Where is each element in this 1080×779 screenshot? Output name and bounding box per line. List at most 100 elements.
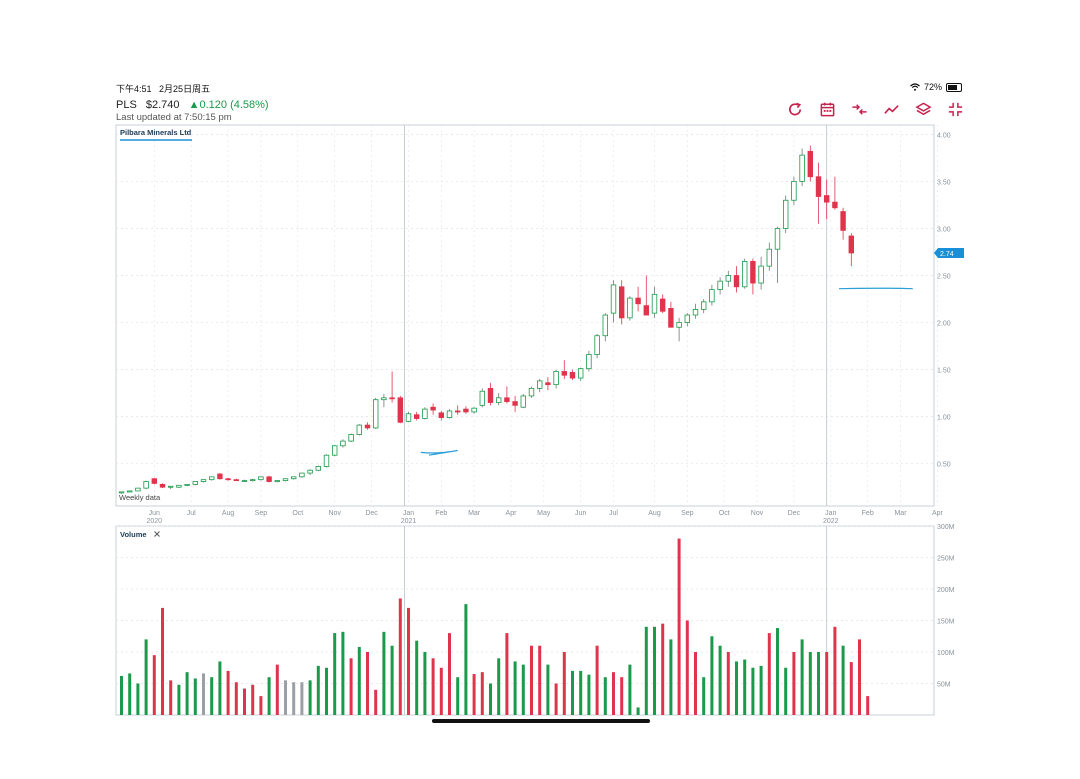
candle-body xyxy=(307,469,313,474)
candle-body xyxy=(750,261,756,284)
chart-title: Pilbara Minerals Ltd xyxy=(120,128,192,137)
volume-bar xyxy=(587,674,591,715)
candle-body xyxy=(651,293,658,314)
volume-bar xyxy=(316,665,320,715)
candle-body xyxy=(184,483,190,486)
last-price: $2.740 xyxy=(145,99,180,111)
volume-bar xyxy=(579,670,583,715)
status-right: 72% xyxy=(910,82,962,92)
candle-body xyxy=(135,487,141,492)
candle-body xyxy=(454,410,461,413)
x-tick-label: Jan xyxy=(403,510,414,517)
refresh-button[interactable] xyxy=(786,100,804,118)
volume-bar xyxy=(636,707,640,715)
volume-bar xyxy=(202,673,205,715)
volume-bar xyxy=(275,664,279,715)
volume-bar xyxy=(480,672,484,715)
layers-button[interactable] xyxy=(914,100,932,118)
candle-body xyxy=(643,305,649,316)
ticker-symbol: PLS xyxy=(116,99,137,111)
candle-body xyxy=(487,388,494,403)
volume-close-icon[interactable] xyxy=(154,531,160,537)
volume-bar xyxy=(333,633,337,715)
volume-tick-label: 100M xyxy=(937,650,955,657)
volume-bar xyxy=(185,672,189,715)
volume-bar xyxy=(759,665,763,715)
collapse-button[interactable] xyxy=(946,100,964,118)
candle-body xyxy=(118,491,125,494)
volume-bar xyxy=(325,667,328,715)
gridlines xyxy=(116,125,938,715)
chart-type-button[interactable] xyxy=(882,100,900,118)
candle-body xyxy=(774,228,781,250)
price-tick-label: 3.00 xyxy=(937,226,951,233)
volume-bar xyxy=(612,672,615,715)
year-label: 2021 xyxy=(401,518,417,525)
candle-body xyxy=(274,480,280,483)
candle-body xyxy=(627,297,633,319)
candle-body xyxy=(537,380,543,389)
x-tick-label: Jun xyxy=(575,510,586,517)
candle-body xyxy=(668,308,674,328)
candle-body xyxy=(504,397,510,402)
volume-bar xyxy=(644,626,648,715)
volume-bar xyxy=(735,661,738,715)
candle-body xyxy=(528,388,535,397)
volume-bar xyxy=(472,674,476,715)
candle-body xyxy=(848,235,854,254)
candle-body xyxy=(290,476,297,480)
volume-bar xyxy=(390,645,394,715)
volume-bar xyxy=(677,538,681,715)
volume-tick-label: 250M xyxy=(937,556,955,563)
volume-bar xyxy=(431,658,435,715)
volume-bar xyxy=(144,639,148,715)
candles xyxy=(118,145,854,494)
candle-body xyxy=(520,395,526,408)
volume-bar xyxy=(161,607,164,715)
x-tick-label: Mar xyxy=(894,510,907,517)
candle-body xyxy=(561,371,567,376)
volume-bar xyxy=(243,688,246,715)
candle-body xyxy=(225,478,231,481)
volume-tick-label: 300M xyxy=(937,524,955,531)
battery-icon xyxy=(946,82,962,92)
weekly-data-label: Weekly data xyxy=(119,493,161,502)
status-date: 2月25日周五 xyxy=(159,84,211,94)
candle-body xyxy=(733,275,740,288)
compare-button[interactable] xyxy=(850,100,868,118)
x-tick-label: Nov xyxy=(751,510,764,517)
price-tick-label: 2.00 xyxy=(937,321,951,328)
candle-body xyxy=(422,408,428,419)
candle-body xyxy=(840,211,846,231)
candle-body xyxy=(446,410,453,418)
candle-body xyxy=(824,195,830,203)
candle-body xyxy=(619,286,625,319)
date-range-button[interactable] xyxy=(818,100,836,118)
candle-body xyxy=(799,154,805,182)
price-tick-label: 3.50 xyxy=(937,179,951,186)
volume-bar xyxy=(489,683,492,715)
candle-body xyxy=(553,371,559,386)
volume-bar xyxy=(776,628,779,715)
volume-bar xyxy=(554,683,558,715)
volume-bar xyxy=(866,696,870,715)
volume-bar xyxy=(767,633,771,715)
candle-body xyxy=(725,275,731,282)
candle-body xyxy=(389,397,395,400)
candle-body xyxy=(610,284,617,314)
price-tick-label: 2.50 xyxy=(937,274,951,281)
home-indicator xyxy=(432,719,650,723)
candle-body xyxy=(438,412,444,418)
volume-bar xyxy=(497,658,501,715)
candle-body xyxy=(602,314,608,337)
chart-toolbar xyxy=(786,100,964,118)
volume-bar xyxy=(259,696,263,715)
volume-bar xyxy=(792,652,796,715)
volume-bar xyxy=(849,662,853,715)
close-icon[interactable] xyxy=(154,531,160,537)
volume-bar xyxy=(538,645,542,715)
candle-body xyxy=(758,265,764,284)
x-tick-label: Sep xyxy=(255,510,268,517)
volume-bar xyxy=(357,646,361,715)
wifi-icon xyxy=(910,83,920,91)
